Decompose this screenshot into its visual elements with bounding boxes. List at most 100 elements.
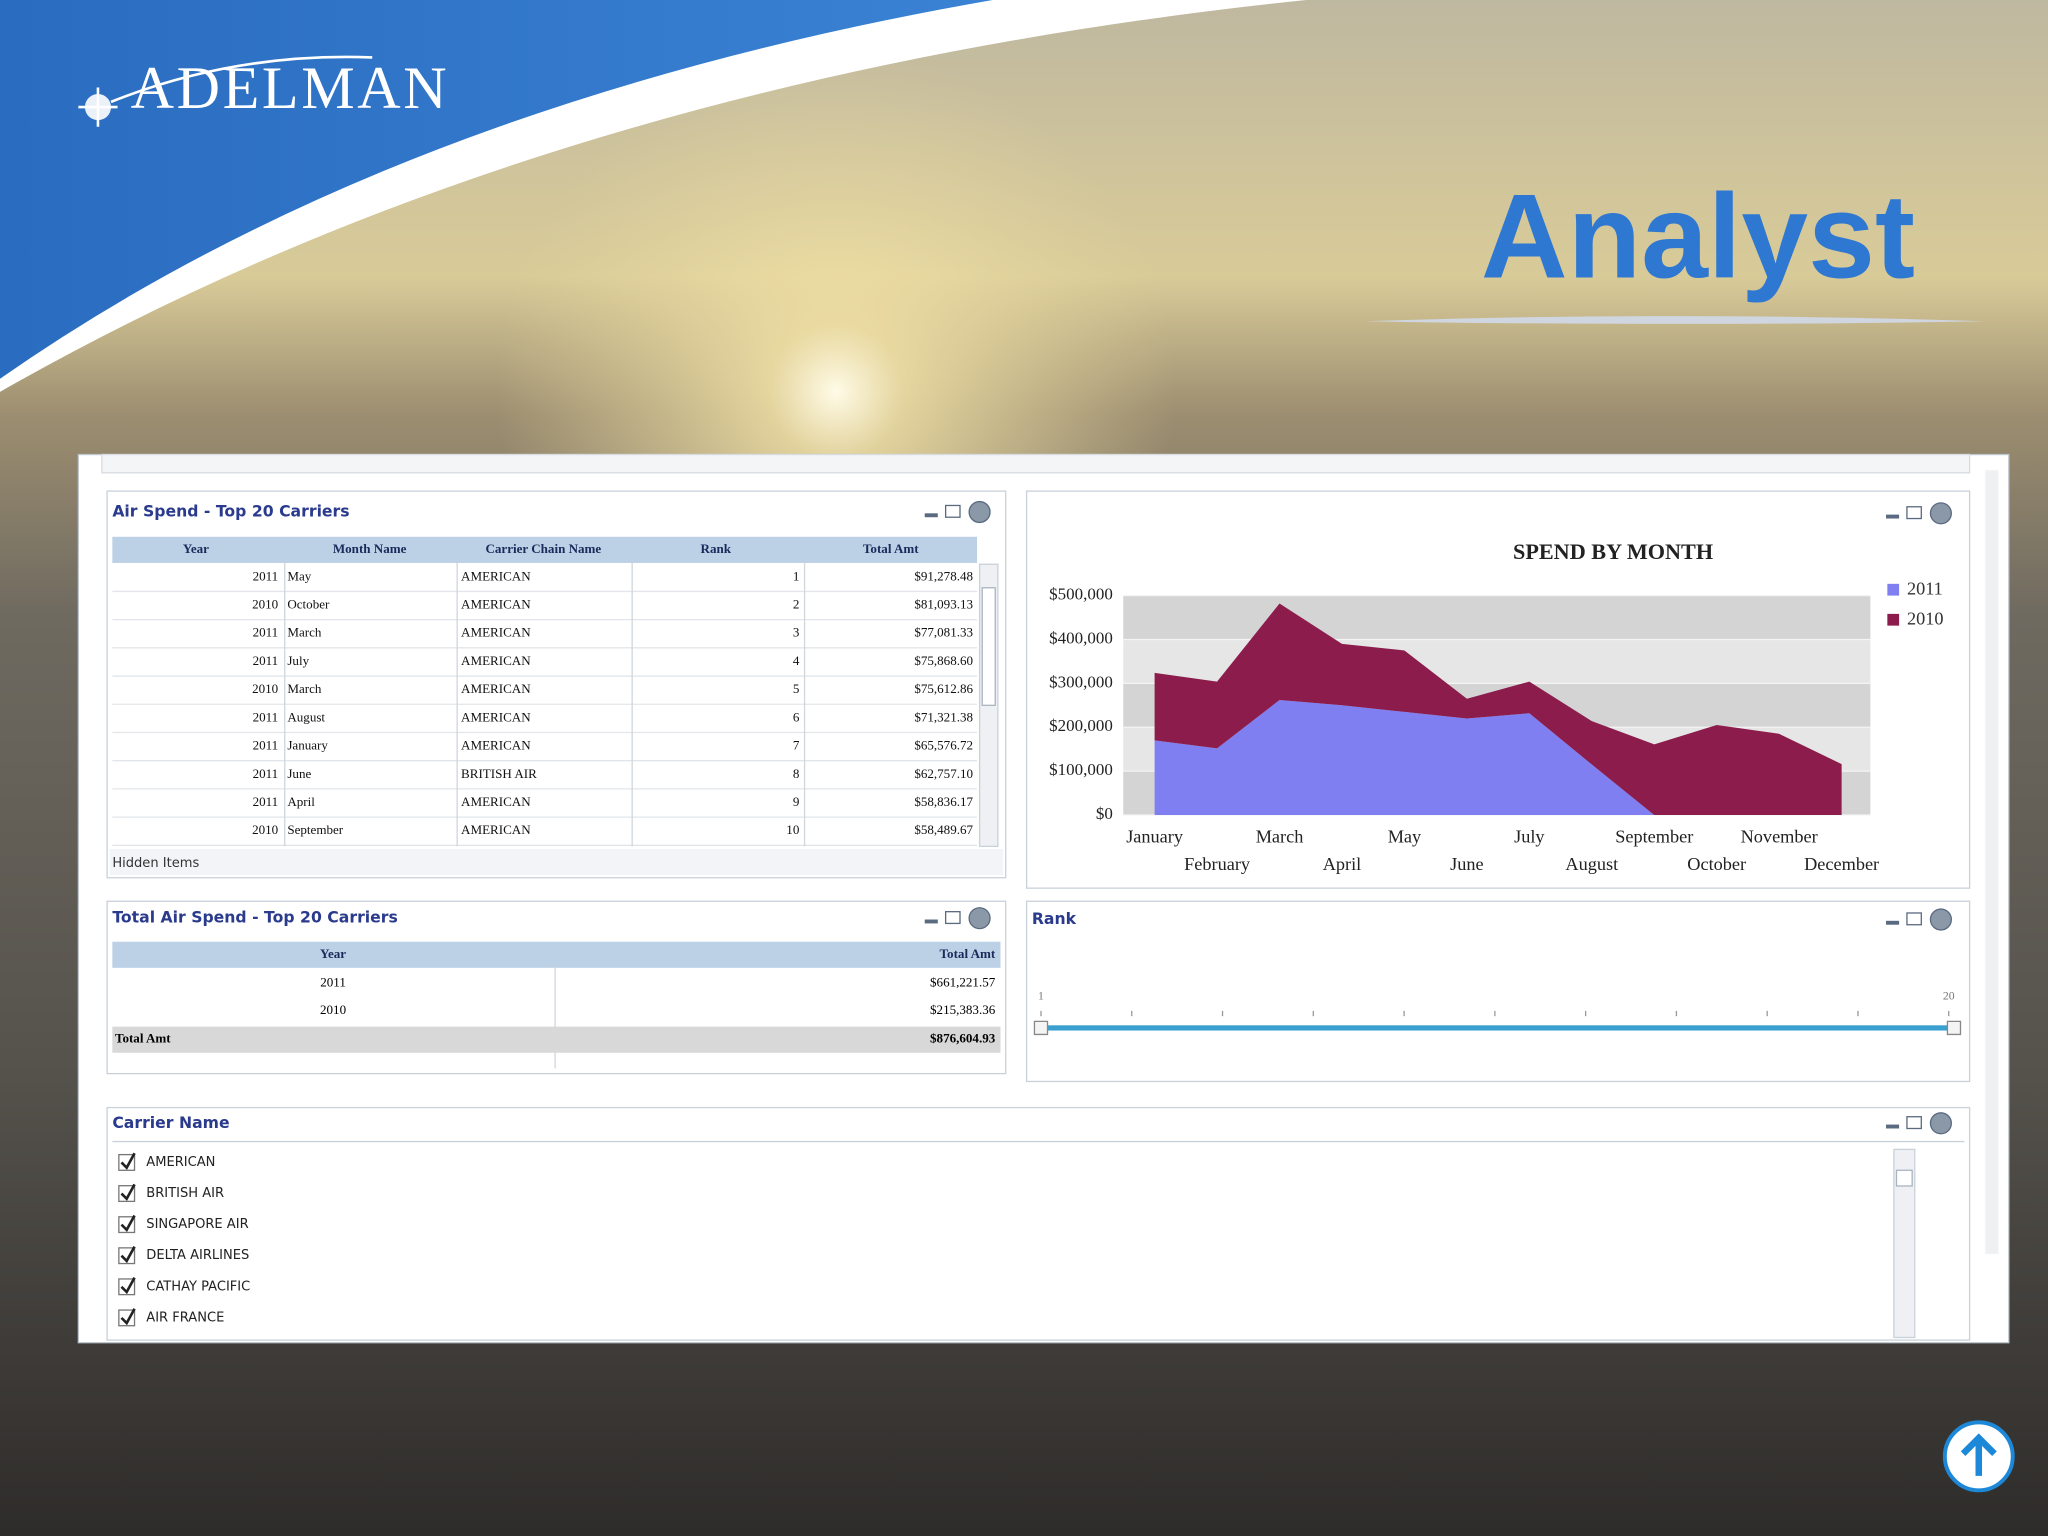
panel-title: Rank bbox=[1032, 909, 1077, 928]
slider-track[interactable] bbox=[1040, 1025, 1954, 1031]
table-cell: 2011 bbox=[253, 568, 279, 583]
hidden-items: Hidden Items bbox=[112, 856, 199, 871]
checkmark bbox=[120, 1152, 136, 1170]
y-tick-label: $300,000 bbox=[1049, 672, 1113, 691]
checkmark bbox=[120, 1308, 136, 1326]
table-cell: 1 bbox=[793, 568, 800, 583]
swoosh bbox=[0, 0, 993, 379]
table-cell: June bbox=[287, 766, 311, 781]
y-tick-label: $200,000 bbox=[1049, 716, 1113, 735]
table-cell: AMERICAN bbox=[461, 794, 531, 809]
minimize-button[interactable] bbox=[1886, 920, 1900, 925]
area-series bbox=[1154, 603, 1842, 816]
total-label: Total Amt bbox=[115, 1031, 171, 1046]
list-scroll-thumb[interactable] bbox=[1895, 1169, 1913, 1187]
carrier-option[interactable]: AIR FRANCE bbox=[146, 1310, 224, 1325]
checkmark bbox=[120, 1277, 136, 1295]
scroll-top-arrow bbox=[1960, 1433, 1997, 1476]
table-cell: 2011 bbox=[253, 738, 279, 753]
table-cell: 2010 bbox=[252, 681, 279, 696]
column-header: Rank bbox=[701, 541, 732, 556]
total-value: $876,604.93 bbox=[930, 1031, 996, 1046]
table-header-bg bbox=[112, 536, 977, 563]
x-tick-label: November bbox=[1741, 827, 1818, 847]
table-cell: $58,489.67 bbox=[914, 822, 973, 837]
checkmark bbox=[120, 1183, 136, 1201]
restore-button[interactable] bbox=[1906, 506, 1922, 520]
table-cell: $62,757.10 bbox=[914, 766, 973, 781]
minimize-button[interactable] bbox=[1886, 1124, 1900, 1129]
table-cell: AMERICAN bbox=[461, 597, 531, 612]
restore-button[interactable] bbox=[1906, 912, 1922, 926]
table-header-bg bbox=[112, 941, 1001, 968]
carrier-option[interactable]: CATHAY PACIFIC bbox=[146, 1279, 250, 1294]
x-tick-label: April bbox=[1323, 854, 1362, 874]
slider-max: 20 bbox=[1943, 989, 1955, 1002]
options-button[interactable] bbox=[1929, 502, 1952, 525]
table-cell: AMERICAN bbox=[461, 738, 531, 753]
table-cell: 2 bbox=[793, 597, 800, 612]
carrier-option[interactable]: SINGAPORE AIR bbox=[146, 1217, 248, 1232]
options-button[interactable] bbox=[968, 907, 991, 930]
panel bbox=[106, 1106, 1971, 1341]
y-tick-label: $400,000 bbox=[1049, 628, 1113, 647]
slider-handle-min[interactable] bbox=[1033, 1020, 1049, 1036]
y-tick-label: $100,000 bbox=[1049, 760, 1113, 779]
slide-title: Analyst bbox=[1481, 169, 1915, 303]
table-cell: 2011 bbox=[253, 653, 279, 668]
minimize-button[interactable] bbox=[1886, 514, 1900, 519]
table-cell: BRITISH AIR bbox=[461, 766, 537, 781]
table-cell: 7 bbox=[793, 738, 800, 753]
options-button[interactable] bbox=[1929, 1112, 1952, 1135]
minimize-button[interactable] bbox=[924, 513, 938, 518]
table-cell: July bbox=[287, 653, 309, 668]
checkmark bbox=[120, 1214, 136, 1233]
panel-title: Total Air Spend - Top 20 Carriers bbox=[112, 908, 398, 927]
table-cell: March bbox=[287, 681, 322, 696]
scroll-thumb[interactable] bbox=[981, 587, 996, 706]
table-cell: $71,321.38 bbox=[914, 709, 973, 724]
column-header: Year bbox=[320, 946, 346, 961]
table-footer-bar bbox=[109, 848, 1004, 876]
logo-star-rays bbox=[78, 87, 118, 127]
table-cell: August bbox=[287, 709, 325, 724]
panel-title: Air Spend - Top 20 Carriers bbox=[112, 502, 349, 521]
x-tick-label: January bbox=[1126, 827, 1184, 847]
options-button[interactable] bbox=[1929, 908, 1952, 931]
restore-button[interactable] bbox=[1906, 1116, 1922, 1130]
table-cell: $91,278.48 bbox=[914, 568, 973, 583]
table-cell: $65,576.72 bbox=[914, 738, 973, 753]
table-cell: 2011 bbox=[253, 766, 279, 781]
table-cell: January bbox=[287, 738, 328, 753]
list-scrollbar[interactable] bbox=[1893, 1148, 1916, 1339]
restore-button[interactable] bbox=[944, 911, 961, 925]
table-cell: 9 bbox=[793, 794, 800, 809]
column-header: Total Amt bbox=[940, 946, 996, 961]
legend-swatch bbox=[1887, 613, 1900, 626]
minimize-button[interactable] bbox=[924, 919, 938, 924]
legend-label: 2011 bbox=[1907, 579, 1943, 599]
table-cell: $75,612.86 bbox=[914, 681, 973, 696]
table-cell: 5 bbox=[793, 681, 800, 696]
options-button[interactable] bbox=[968, 500, 991, 524]
table-cell: 3 bbox=[793, 625, 800, 640]
table-cell: AMERICAN bbox=[461, 653, 531, 668]
dashboard-scrollbar[interactable] bbox=[1985, 470, 1999, 1254]
table-cell: 2010 bbox=[320, 1002, 347, 1017]
table-cell: 8 bbox=[793, 766, 800, 781]
panel bbox=[1025, 900, 1971, 1083]
carrier-option[interactable]: BRITISH AIR bbox=[146, 1186, 224, 1201]
restore-button[interactable] bbox=[944, 504, 961, 518]
title-underline bbox=[1364, 316, 1986, 324]
table-cell: 2010 bbox=[252, 597, 279, 612]
dashboard-toolbar bbox=[101, 453, 1971, 474]
carrier-option[interactable]: AMERICAN bbox=[146, 1155, 215, 1170]
x-tick-label: February bbox=[1184, 854, 1251, 874]
table-cell: $75,868.60 bbox=[914, 653, 973, 668]
table-cell: 2010 bbox=[252, 822, 279, 837]
carrier-option[interactable]: DELTA AIRLINES bbox=[146, 1248, 249, 1263]
legend-label: 2010 bbox=[1907, 609, 1944, 629]
x-tick-label: March bbox=[1256, 827, 1304, 847]
slider-handle-max[interactable] bbox=[1946, 1020, 1962, 1036]
